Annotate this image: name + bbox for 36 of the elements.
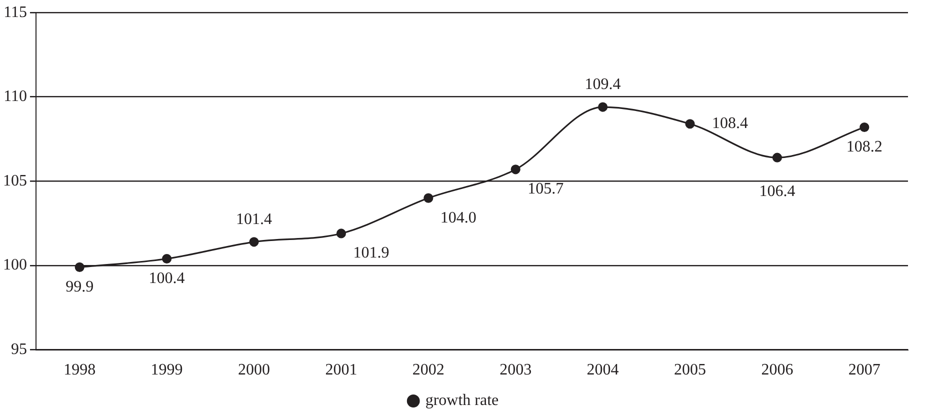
data-label: 106.4 [759, 182, 796, 200]
data-label: 100.4 [148, 270, 185, 287]
point [162, 254, 172, 264]
x-tick-label: 2005 [674, 362, 706, 379]
data-label: 108.2 [846, 138, 882, 156]
x-tick-label: 2004 [586, 362, 619, 379]
point [685, 119, 695, 129]
point [772, 152, 782, 162]
point [74, 262, 84, 272]
point [510, 164, 520, 174]
x-tick-label: 2000 [238, 362, 270, 379]
x-tick-label: 1998 [64, 362, 96, 379]
point [860, 122, 870, 132]
legend-label: growth rate [425, 392, 499, 410]
x-tick-label: 1999 [150, 362, 183, 379]
data-label: 109.4 [584, 76, 621, 94]
data-label: 99.9 [66, 278, 94, 296]
data-label: 101.4 [236, 211, 272, 228]
y-tick-label: 115 [4, 4, 27, 21]
x-tick-label: 2006 [761, 362, 794, 379]
y-tick-label: 110 [4, 88, 27, 106]
y-tick-label: 105 [3, 172, 27, 190]
x-tick-label: 2003 [500, 362, 532, 379]
data-label: 104.0 [440, 209, 476, 226]
x-tick-label: 2002 [412, 362, 444, 379]
point [424, 193, 434, 203]
point [336, 228, 346, 238]
y-tick-label: 100 [3, 256, 27, 274]
point [598, 102, 608, 112]
y-tick-label: 95 [11, 341, 27, 358]
x-tick-label: 2007 [848, 362, 880, 379]
data-label: 101.9 [353, 244, 390, 262]
data-label: 105.7 [528, 180, 564, 198]
point [249, 237, 259, 247]
data-label: 108.4 [712, 115, 748, 132]
x-tick-label: 2001 [325, 362, 358, 379]
